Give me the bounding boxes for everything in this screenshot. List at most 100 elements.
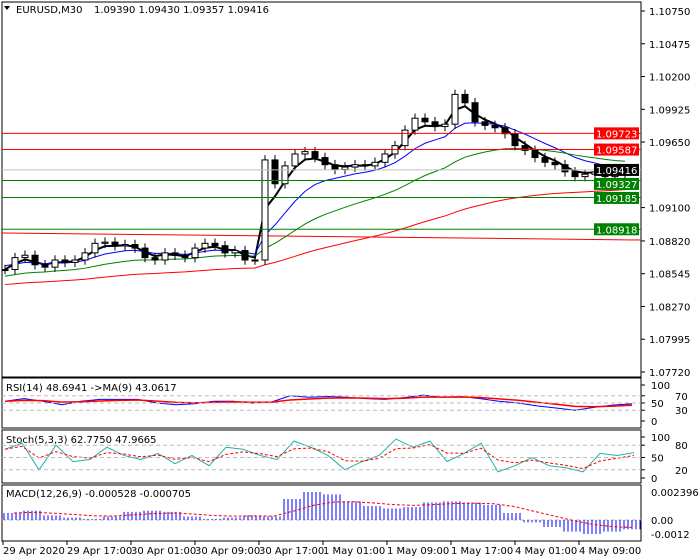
candle-body <box>501 127 509 135</box>
candle-body <box>121 244 129 247</box>
candle-body <box>581 173 589 178</box>
candle-body <box>291 153 299 167</box>
macd-tick: -0.0012 <box>651 530 690 541</box>
x-tick-label: 4 May 09:00 <box>579 546 641 557</box>
price-label-box <box>594 127 639 140</box>
candle-body <box>521 145 529 151</box>
candle-body <box>421 117 429 123</box>
price-label-box <box>594 177 639 190</box>
x-tick-label: 4 May 01:00 <box>515 546 577 557</box>
candle-body <box>161 252 169 261</box>
x-tick-label: 1 May 01:00 <box>323 546 385 557</box>
y-tick-label: 1.09925 <box>649 105 690 116</box>
macd-label: MACD(12,26,9) -0.000528 -0.000705 <box>6 489 191 500</box>
x-tick-label: 30 Apr 09:00 <box>195 546 260 557</box>
candle-body <box>491 124 499 129</box>
y-tick-label: 1.10475 <box>649 40 690 51</box>
candle-body <box>231 249 239 254</box>
y-tick-label: 1.08270 <box>649 302 690 313</box>
candle-body <box>181 254 189 259</box>
candle-body <box>221 245 229 254</box>
candle-body <box>551 161 559 166</box>
y-tick-label: 1.07720 <box>649 368 690 379</box>
x-tick-label: 1 May 17:00 <box>451 546 513 557</box>
moving-average-2 <box>4 148 626 277</box>
candle-body <box>61 259 69 263</box>
candle-body <box>371 161 379 167</box>
candle-body <box>471 102 479 123</box>
price-label: 1.08918 <box>596 225 637 236</box>
stoch-tick: 100 <box>651 433 670 444</box>
candle-body <box>301 151 309 155</box>
candle-body <box>461 93 469 104</box>
candle-body <box>101 241 109 244</box>
panel-frame-0 <box>1 1 642 378</box>
stoch-line <box>4 438 635 473</box>
price-label: 1.09416 <box>596 166 637 177</box>
candle-body <box>151 257 159 261</box>
rsi-tick: 0 <box>651 417 657 428</box>
y-tick-label: 1.08545 <box>649 270 690 281</box>
candle-body <box>321 157 329 166</box>
stoch-label: Stoch(5,3,3) 62.7750 47.9665 <box>6 435 157 446</box>
price-label: 1.09327 <box>596 180 637 191</box>
candle-body <box>1 269 9 272</box>
candle-body <box>31 254 39 266</box>
rsi-tick: 70 <box>675 392 688 403</box>
price-label-box <box>594 163 639 176</box>
rsi-tick: 30 <box>675 406 688 417</box>
candle-body <box>51 259 59 268</box>
candle-body <box>411 117 419 131</box>
candle-body <box>261 159 269 261</box>
stoch-tick: 80 <box>675 441 688 452</box>
candle-body <box>191 247 199 259</box>
rsi-tick: 100 <box>651 381 670 392</box>
candle-body <box>131 244 139 249</box>
y-tick-label: 1.08820 <box>649 237 690 248</box>
ohlc-label: 1.09390 1.09430 1.09357 1.09416 <box>94 5 269 16</box>
candle-body <box>311 151 319 159</box>
candle-body <box>241 249 249 261</box>
rsi-label: RSI(14) 48.6941 ->MA(9) 43.0617 <box>6 383 177 394</box>
candle-body <box>201 242 209 249</box>
rsi-signal <box>4 396 633 408</box>
candle-body <box>331 164 339 170</box>
candle-body <box>451 93 459 125</box>
candle-body <box>11 257 19 271</box>
macd-signal <box>13 501 635 529</box>
x-tick-label: 30 Apr 17:00 <box>259 546 324 557</box>
candle-body <box>401 129 409 147</box>
candle-body <box>71 259 79 263</box>
candle-body <box>431 121 439 128</box>
moving-average-1 <box>4 122 626 267</box>
price-label-box <box>594 191 639 204</box>
y-tick-label: 1.09100 <box>649 204 690 215</box>
dropdown-icon[interactable] <box>4 6 10 10</box>
y-tick-label: 1.09650 <box>649 138 690 149</box>
moving-average-3 <box>4 189 626 286</box>
x-tick-label: 29 Apr 2020 <box>3 546 65 557</box>
candle-body <box>361 164 369 167</box>
panel-frame-2 <box>1 429 642 484</box>
candle-body <box>381 153 389 163</box>
candle-body <box>571 171 579 178</box>
candle-body <box>341 166 349 170</box>
y-tick-label: 1.07995 <box>649 335 690 346</box>
rsi-tick: 50 <box>651 399 664 410</box>
candle-body <box>441 123 449 128</box>
panel-frame-3 <box>1 484 642 542</box>
price-label: 1.09723 <box>596 129 637 140</box>
candle-body <box>21 254 29 259</box>
candle-body <box>561 164 569 173</box>
stoch-signal <box>4 444 635 470</box>
candle-body <box>211 242 219 247</box>
y-tick-label: 1.10200 <box>649 73 690 84</box>
price-label-box <box>594 143 639 156</box>
candle-body <box>271 159 279 185</box>
macd-tick: 0.002396 <box>651 488 699 499</box>
candle-body <box>541 157 549 163</box>
candle-body <box>351 164 359 168</box>
stoch-tick: 50 <box>651 454 664 465</box>
y-tick-label: 1.10750 <box>649 7 690 18</box>
